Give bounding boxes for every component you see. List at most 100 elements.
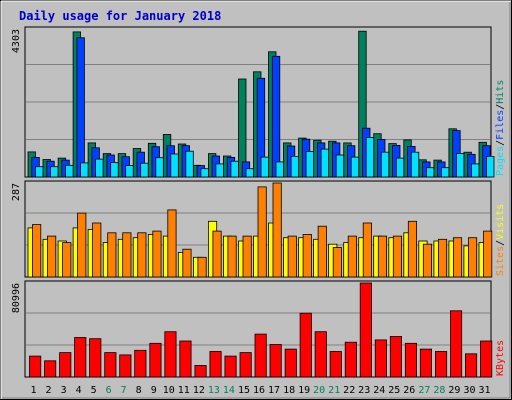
bar-kbytes-day-18	[284, 348, 297, 378]
bar-sites-day-22	[347, 235, 357, 278]
bar-pages-day-1	[35, 166, 44, 178]
bar-pages-day-21	[335, 154, 345, 178]
bar-pages-day-28	[440, 167, 450, 178]
bar-sites-day-18	[287, 235, 297, 278]
bar-sites-day-10	[167, 209, 177, 278]
x-tick-label-day-26: 26	[403, 385, 415, 396]
series-label-sites: Sites	[495, 246, 506, 276]
bar-sites-day-23	[362, 222, 372, 278]
bar-sites-day-21	[332, 247, 342, 278]
bar-kbytes-day-3	[59, 352, 72, 378]
bar-kbytes-day-17	[269, 344, 282, 378]
bar-pages-day-5	[95, 158, 104, 178]
bar-files-day-4	[76, 37, 85, 178]
bar-pages-day-11	[185, 150, 194, 178]
x-tick-label-day-19: 19	[298, 385, 310, 396]
bar-sites-day-16	[257, 186, 267, 278]
bar-sites-day-5	[92, 222, 102, 278]
series-label-files: Files	[495, 110, 506, 140]
bar-files-day-17	[271, 55, 281, 178]
x-tick-label-day-12: 12	[193, 385, 205, 396]
bar-sites-day-11	[182, 248, 192, 278]
bar-pages-day-6	[110, 162, 119, 178]
bar-kbytes-day-6	[104, 352, 117, 378]
x-tick-label-day-24: 24	[373, 385, 385, 396]
bar-kbytes-day-19	[299, 312, 312, 378]
bar-kbytes-day-24	[374, 339, 387, 378]
bar-pages-day-29	[455, 153, 465, 178]
bar-pages-day-2	[50, 166, 59, 178]
bar-kbytes-day-12	[194, 364, 207, 378]
bar-pages-day-26	[410, 151, 420, 178]
bar-pages-day-12	[200, 168, 209, 178]
bar-sites-day-24	[377, 235, 387, 278]
y-axis-labels: 4303 287 80996	[11, 29, 22, 313]
bar-kbytes-day-14	[224, 355, 237, 378]
bar-sites-day-25	[392, 235, 402, 278]
x-tick-label-day-5: 5	[91, 385, 97, 396]
y-max-label-1: 4303	[11, 29, 22, 53]
x-tick-label-day-23: 23	[358, 385, 370, 396]
bars	[27, 30, 495, 378]
bar-sites-day-19	[302, 233, 312, 278]
bar-pages-day-23	[365, 136, 375, 178]
bar-pages-day-27	[425, 167, 435, 178]
x-tick-label-day-31: 31	[478, 385, 490, 396]
bar-pages-day-3	[65, 164, 74, 178]
bar-sites-day-31	[483, 230, 493, 278]
bar-pages-day-13	[215, 163, 224, 178]
bar-sites-day-20	[317, 225, 327, 278]
bar-sites-day-15	[242, 235, 252, 278]
series-label-2: Sites/Visits	[495, 204, 506, 276]
bar-sites-day-6	[107, 232, 117, 278]
bar-kbytes-day-8	[134, 349, 147, 378]
bar-kbytes-day-31	[480, 340, 493, 378]
bar-kbytes-day-26	[404, 342, 417, 378]
bar-kbytes-day-2	[44, 360, 57, 378]
series-label-1: Pages/Files/Hits	[495, 80, 506, 176]
bar-pages-day-17	[275, 161, 284, 178]
series-label-visits: Visits	[495, 204, 506, 240]
label-separator: /	[495, 240, 506, 246]
bar-sites-day-9	[152, 230, 162, 278]
x-tick-label-day-16: 16	[253, 385, 265, 396]
bar-kbytes-day-10	[164, 331, 177, 378]
x-tick-label-day-14: 14	[223, 385, 235, 396]
bar-kbytes-day-27	[419, 348, 432, 378]
bar-sites-day-17	[272, 182, 282, 278]
bar-pages-day-7	[125, 165, 134, 178]
bar-kbytes-day-13	[209, 351, 222, 378]
x-tick-label-day-13: 13	[208, 385, 220, 396]
bar-sites-day-1	[32, 224, 42, 278]
bar-sites-day-27	[422, 243, 432, 278]
x-tick-label-day-20: 20	[313, 385, 325, 396]
bar-kbytes-day-30	[464, 353, 478, 378]
bar-pages-day-30	[471, 163, 480, 178]
bar-kbytes-day-21	[329, 351, 342, 378]
bar-pages-day-16	[260, 156, 269, 178]
bar-kbytes-day-20	[314, 331, 327, 378]
x-tick-label-day-9: 9	[151, 385, 157, 396]
x-tick-label-day-2: 2	[45, 385, 51, 396]
bar-sites-day-3	[62, 242, 72, 278]
bar-pages-day-10	[170, 153, 179, 178]
label-separator: /	[495, 104, 506, 110]
x-tick-label-day-15: 15	[238, 385, 250, 396]
x-tick-label-day-8: 8	[136, 385, 142, 396]
bar-pages-day-18	[290, 155, 300, 178]
bar-pages-day-19	[305, 151, 315, 178]
bar-sites-day-26	[407, 220, 417, 278]
bar-sites-day-12	[197, 256, 207, 278]
bar-pages-day-22	[350, 156, 360, 178]
bar-kbytes-day-15	[239, 352, 252, 378]
x-tick-label-day-17: 17	[268, 385, 280, 396]
x-tick-label-day-28: 28	[433, 385, 445, 396]
bar-kbytes-day-5	[89, 338, 102, 378]
label-separator: /	[495, 140, 506, 146]
bar-sites-day-8	[137, 232, 147, 278]
x-tick-label-day-18: 18	[283, 385, 295, 396]
x-tick-label-day-25: 25	[388, 385, 400, 396]
bar-sites-day-7	[122, 232, 132, 278]
